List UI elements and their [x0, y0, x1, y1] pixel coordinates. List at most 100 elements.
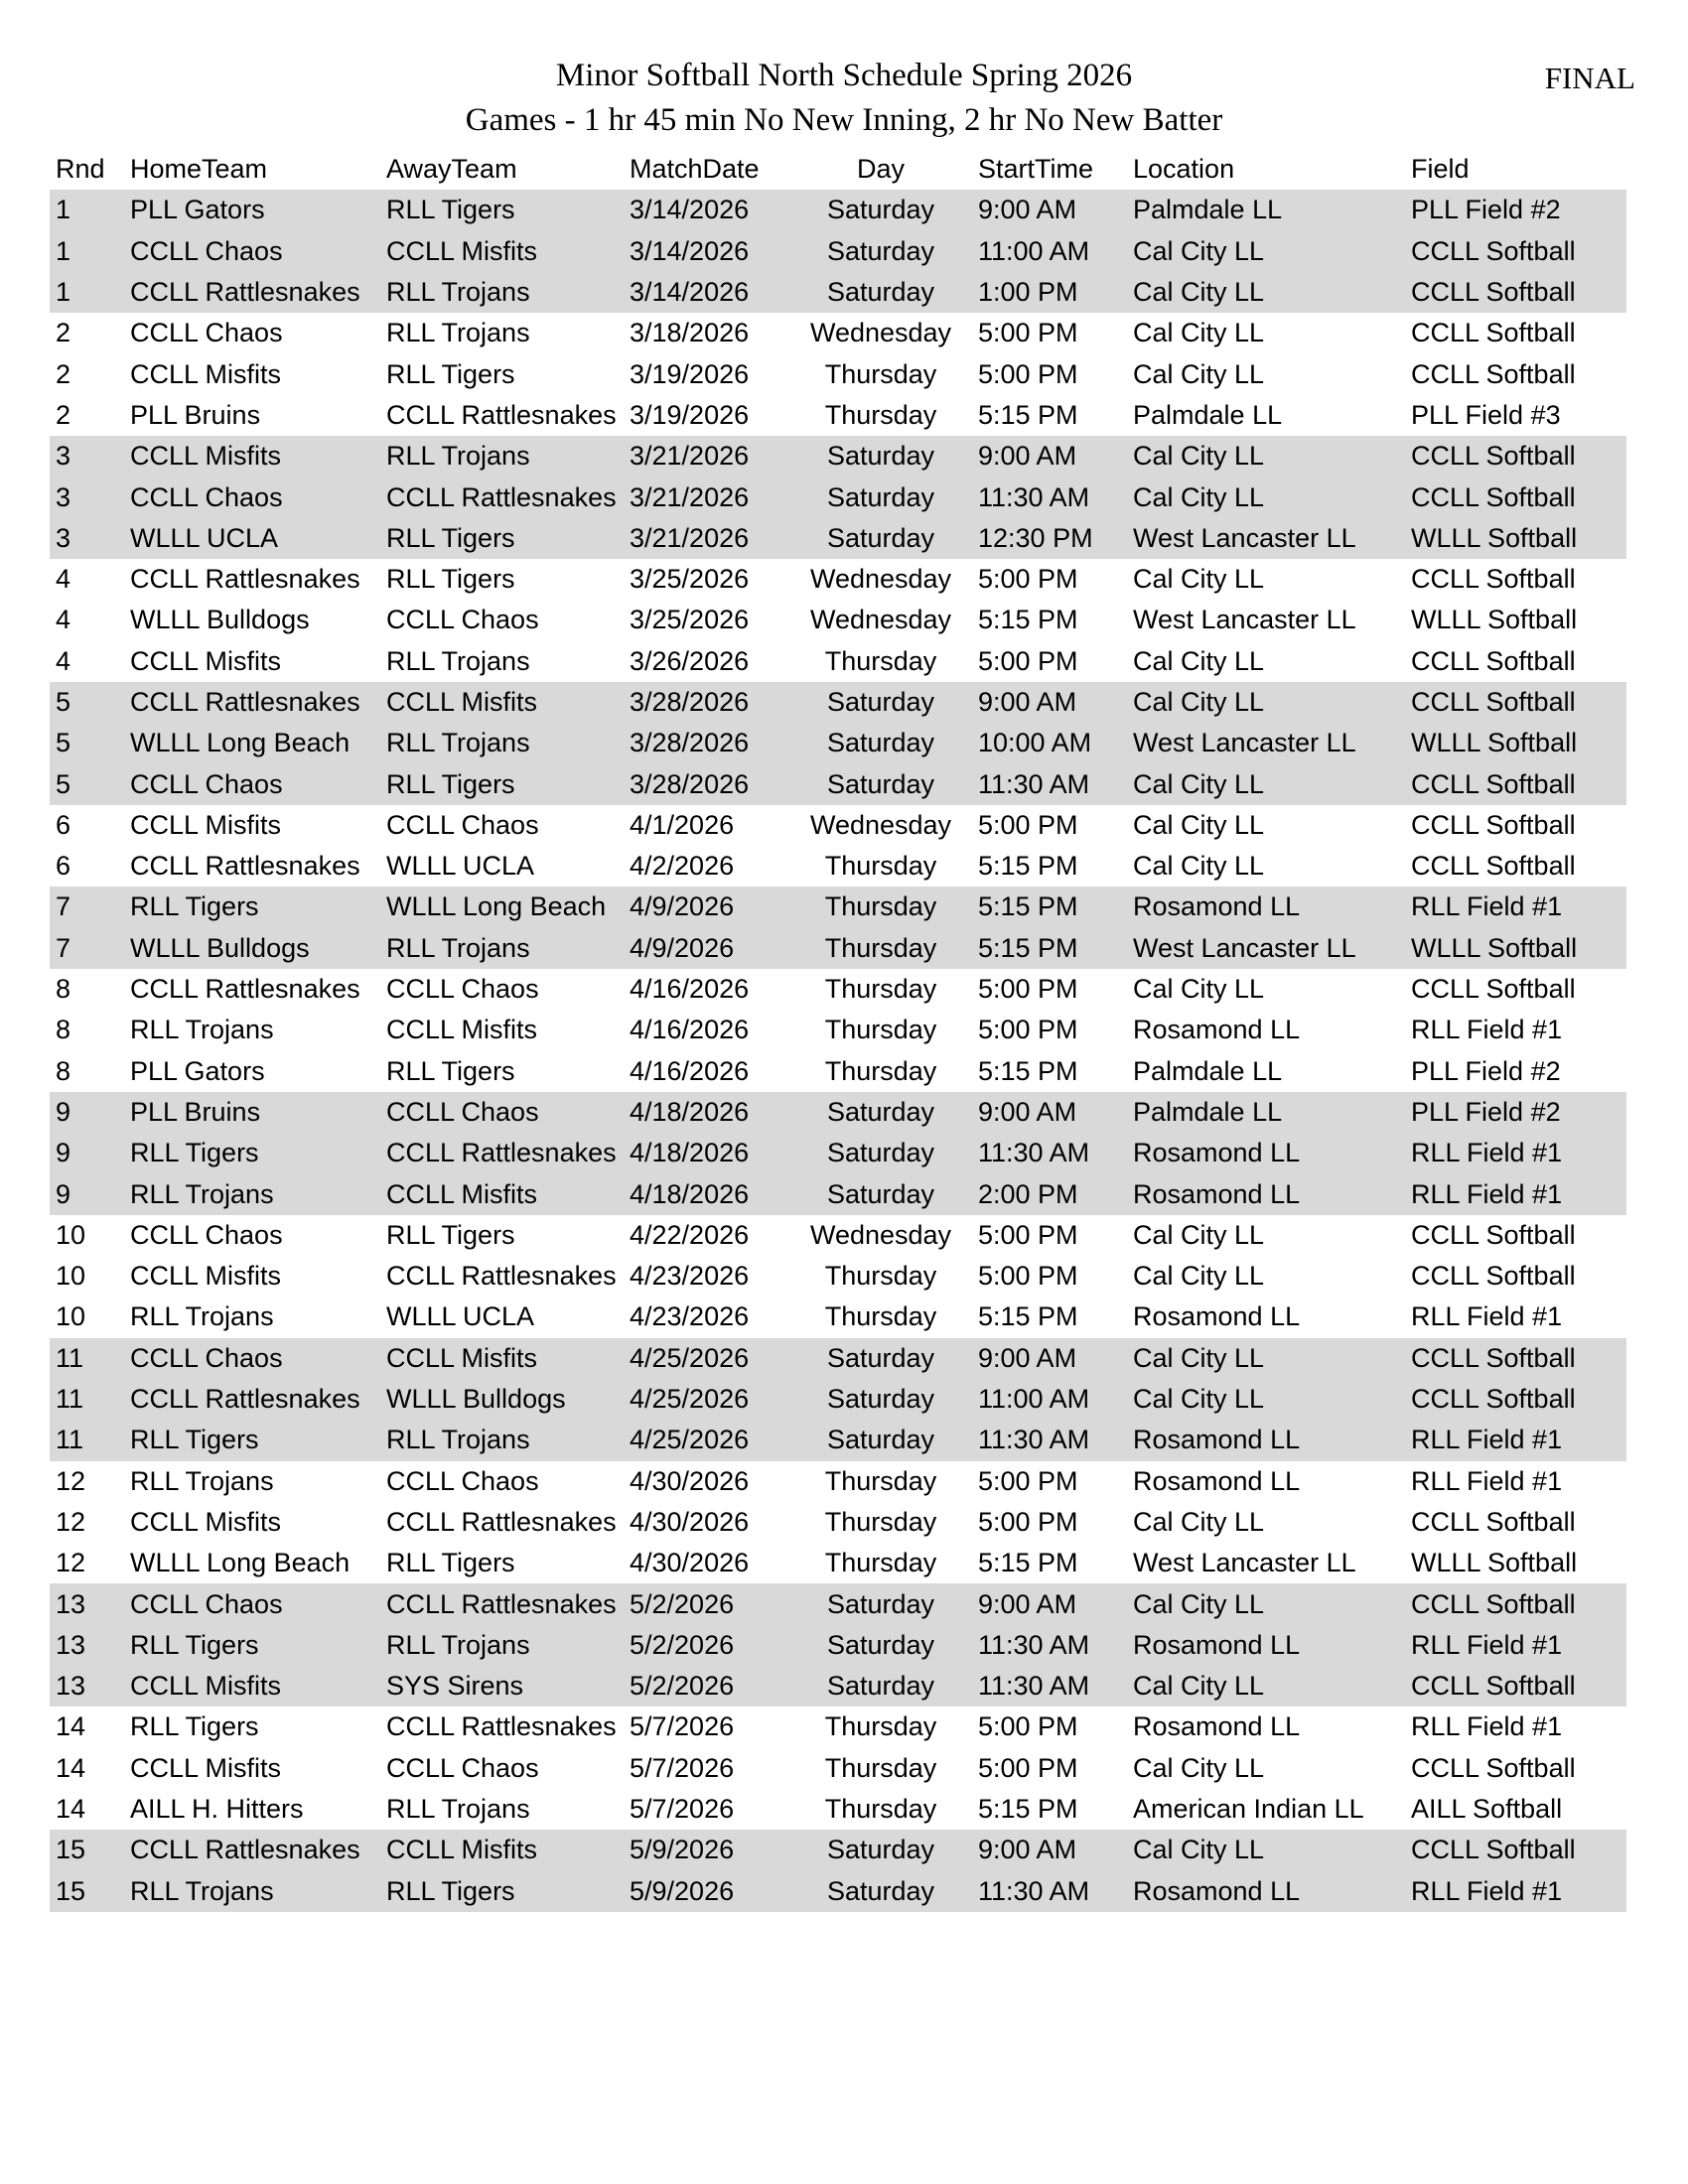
cell-field: WLLL Softball: [1411, 728, 1578, 758]
document-header: Minor Softball North Schedule Spring 202…: [0, 0, 1688, 141]
cell-location: Rosamond LL: [1133, 1138, 1301, 1168]
cell-hometeam: CCLL Misfits: [130, 441, 282, 472]
cell-awayteam: CCLL Rattlesnakes: [386, 1711, 617, 1742]
cell-awayteam: RLL Trojans: [386, 1425, 530, 1455]
cell-matchdate: 4/9/2026: [630, 932, 735, 963]
cell-hometeam: RLL Tigers: [130, 1629, 259, 1660]
page-title: Minor Softball North Schedule Spring 202…: [555, 58, 1133, 93]
cell-awayteam: RLL Trojans: [386, 441, 530, 472]
cell-rnd: 9: [56, 1178, 71, 1209]
table-row: 8 CCLL Rattlesnakes CCLL Chaos 4/16/2026 Thu…: [50, 968, 1626, 1011]
table-row: 5 WLLL Long Beach RLL Trojans 3/28/2026 Satu…: [50, 723, 1626, 764]
cell-field: CCLL Softball: [1411, 1506, 1576, 1537]
cell-hometeam: CCLL Misfits: [130, 358, 282, 389]
cell-location: Cal City LL: [1133, 1384, 1265, 1415]
cell-hometeam: AILL H. Hitters: [130, 1794, 304, 1825]
cell-rnd: 15: [56, 1875, 86, 1906]
cell-rnd: 6: [56, 809, 71, 840]
cell-rnd: 9: [56, 1138, 71, 1168]
cell-field: CCLL Softball: [1411, 974, 1576, 1005]
cell-awayteam: CCLL Chaos: [386, 809, 539, 840]
cell-rnd: 6: [56, 851, 71, 882]
cell-location: West Lancaster LL: [1133, 605, 1356, 635]
table-row: 12 WLLL Long Beach RLL Tigers 4/30/2026 Thur…: [50, 1543, 1626, 1584]
cell-day: Wednesday: [809, 1219, 952, 1250]
cell-starttime: 5:00 PM: [978, 1261, 1078, 1292]
cell-location: Rosamond LL: [1133, 1178, 1301, 1209]
table-row: 14 AILL H. Hitters RLL Trojans 5/7/2026 Thur…: [50, 1788, 1626, 1831]
cell-matchdate: 5/2/2026: [630, 1588, 735, 1619]
table-row: 2 CCLL Chaos RLL Trojans 3/18/2026 Wednesday…: [50, 313, 1626, 354]
cell-starttime: 5:15 PM: [978, 1301, 1078, 1332]
cell-day: Saturday: [826, 195, 935, 225]
cell-location: American Indian LL: [1133, 1794, 1364, 1825]
table-row: 5 CCLL Chaos RLL Tigers 3/28/2026 Saturday 11…: [50, 763, 1626, 805]
cell-starttime: 5:00 PM: [978, 974, 1078, 1005]
cell-day: Thursday: [824, 974, 937, 1005]
cell-starttime: 11:00 AM: [978, 1384, 1090, 1415]
cell-day: Saturday: [826, 768, 935, 799]
cell-field: PLL Field #2: [1411, 1096, 1561, 1127]
cell-location: Cal City LL: [1133, 441, 1265, 472]
cell-field: CCLL Softball: [1411, 1835, 1576, 1865]
cell-location: Cal City LL: [1133, 1342, 1265, 1373]
cell-awayteam: CCLL Misfits: [386, 1015, 538, 1045]
cell-location: Rosamond LL: [1133, 1875, 1301, 1906]
cell-day: Saturday: [826, 522, 935, 553]
cell-location: Cal City LL: [1133, 277, 1265, 308]
cell-starttime: 5:15 PM: [978, 1055, 1078, 1086]
cell-hometeam: RLL Trojans: [130, 1301, 274, 1332]
cell-day: Thursday: [824, 645, 937, 676]
cell-hometeam: CCLL Chaos: [130, 481, 283, 512]
table-row: 1 CCLL Rattlesnakes RLL Trojans 3/14/2026 Sa…: [50, 271, 1626, 314]
cell-matchdate: 4/16/2026: [630, 1015, 750, 1045]
cell-day: Thursday: [824, 1055, 937, 1086]
cell-hometeam: CCLL Misfits: [130, 1261, 282, 1292]
cell-rnd: 5: [56, 768, 71, 799]
cell-location: Rosamond LL: [1133, 1711, 1301, 1742]
cell-awayteam: CCLL Misfits: [386, 1835, 538, 1865]
cell-awayteam: WLLL UCLA: [386, 851, 535, 882]
cell-awayteam: CCLL Rattlesnakes: [386, 481, 617, 512]
col-header-hometeam: HomeTeam: [130, 154, 268, 185]
cell-field: CCLL Softball: [1411, 1671, 1576, 1702]
table-row: 8 PLL Gators RLL Tigers 4/16/2026 Thursday 5:…: [50, 1050, 1626, 1092]
cell-matchdate: 4/25/2026: [630, 1342, 750, 1373]
cell-matchdate: 4/18/2026: [630, 1096, 750, 1127]
cell-day: Thursday: [824, 1301, 937, 1332]
cell-matchdate: 3/21/2026: [630, 441, 750, 472]
cell-location: Cal City LL: [1133, 645, 1265, 676]
cell-location: Cal City LL: [1133, 1671, 1265, 1702]
cell-hometeam: CCLL Chaos: [130, 1342, 283, 1373]
cell-field: CCLL Softball: [1411, 235, 1576, 266]
cell-starttime: 9:00 AM: [978, 1588, 1077, 1619]
cell-rnd: 4: [56, 605, 71, 635]
cell-matchdate: 4/22/2026: [630, 1219, 750, 1250]
cell-starttime: 5:00 PM: [978, 318, 1078, 348]
cell-day: Wednesday: [809, 564, 952, 595]
cell-day: Wednesday: [809, 605, 952, 635]
cell-matchdate: 4/16/2026: [630, 1055, 750, 1086]
cell-day: Saturday: [826, 1425, 935, 1455]
cell-starttime: 11:30 AM: [978, 1138, 1090, 1168]
cell-day: Thursday: [824, 1506, 937, 1537]
cell-matchdate: 3/28/2026: [630, 687, 750, 717]
cell-awayteam: RLL Tigers: [386, 195, 515, 225]
cell-day: Saturday: [826, 1671, 935, 1702]
cell-location: Rosamond LL: [1133, 891, 1301, 922]
cell-awayteam: RLL Tigers: [386, 358, 515, 389]
table-row: 3 CCLL Chaos CCLL Rattlesnakes 3/21/2026 Sat…: [50, 477, 1626, 518]
cell-location: Rosamond LL: [1133, 1425, 1301, 1455]
cell-field: WLLL Softball: [1411, 932, 1578, 963]
cell-matchdate: 5/2/2026: [630, 1671, 735, 1702]
cell-rnd: 10: [56, 1301, 86, 1332]
cell-rnd: 8: [56, 974, 71, 1005]
cell-field: CCLL Softball: [1411, 1261, 1576, 1292]
cell-hometeam: WLLL UCLA: [130, 522, 279, 553]
table-row: 11 CCLL Chaos CCLL Misfits 4/25/2026 Saturda…: [50, 1337, 1626, 1379]
cell-day: Saturday: [826, 441, 935, 472]
cell-location: Cal City LL: [1133, 358, 1265, 389]
cell-matchdate: 3/14/2026: [630, 235, 750, 266]
cell-hometeam: WLLL Long Beach: [130, 1548, 351, 1578]
cell-hometeam: CCLL Rattlesnakes: [130, 1384, 360, 1415]
